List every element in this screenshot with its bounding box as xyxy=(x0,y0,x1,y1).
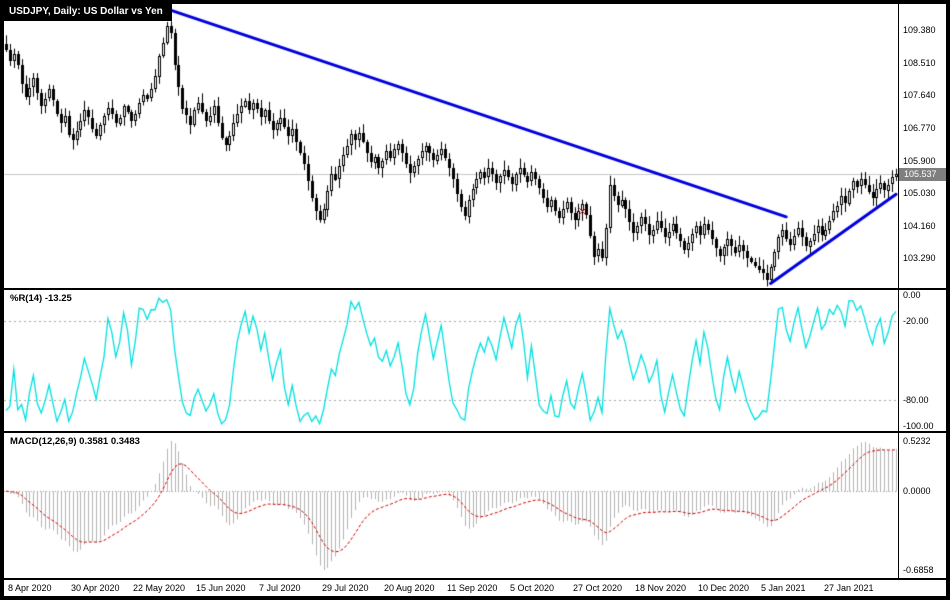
time-axis-label: 27 Jan 2021 xyxy=(824,583,874,593)
time-axis-label: 10 Dec 2020 xyxy=(698,583,750,593)
time-axis-label: 27 Oct 2020 xyxy=(573,583,623,593)
time-axis-label: 20 Aug 2020 xyxy=(384,583,435,593)
price-scale-separator xyxy=(898,4,899,578)
price-axis-label: 107.640 xyxy=(903,90,936,100)
time-axis-label: 18 Nov 2020 xyxy=(635,583,687,593)
time-axis-label: 30 Apr 2020 xyxy=(71,583,120,593)
price-axis-label: 106.770 xyxy=(903,123,936,133)
price-axis-label: 108.510 xyxy=(903,58,936,68)
wpr-axis-label: -20.00 xyxy=(903,316,929,326)
wpr-axis-label: -80.00 xyxy=(903,395,929,405)
time-axis-label: 5 Jan 2021 xyxy=(761,583,806,593)
time-axis-label: 15 Jun 2020 xyxy=(196,583,246,593)
time-axis-label: 22 May 2020 xyxy=(133,583,186,593)
panel-separator[interactable] xyxy=(4,288,946,290)
wpr-indicator-canvas[interactable] xyxy=(4,290,898,431)
time-axis-label: 8 Apr 2020 xyxy=(8,583,52,593)
macd-indicator-label: MACD(12,26,9) 0.3581 0.3483 xyxy=(10,436,140,447)
current-price-badge: 105.537 xyxy=(899,168,946,181)
time-axis-label: 11 Sep 2020 xyxy=(447,583,498,593)
chart-area: USDJPY, Daily: US Dollar vs Yen %R(14) -… xyxy=(4,4,946,596)
candlestick-chart-canvas[interactable] xyxy=(4,4,898,288)
price-axis-label: 103.290 xyxy=(903,253,936,263)
wpr-indicator-label: %R(14) -13.25 xyxy=(10,293,72,304)
price-axis-label: 105.030 xyxy=(903,188,936,198)
macd-axis-label: 0.5232 xyxy=(903,436,931,446)
time-axis[interactable]: 8 Apr 2020 30 Apr 2020 22 May 2020 15 Jun 2… xyxy=(4,580,946,596)
price-axis-label: 104.160 xyxy=(903,221,936,231)
macd-indicator-canvas[interactable] xyxy=(4,433,898,578)
time-axis-label: 29 Jul 2020 xyxy=(322,583,369,593)
panel-separator xyxy=(4,578,946,580)
panel-separator[interactable] xyxy=(4,431,946,433)
wpr-axis-label: -100.00 xyxy=(903,421,934,431)
time-axis-label: 5 Oct 2020 xyxy=(510,583,555,593)
price-axis-label: 109.380 xyxy=(903,25,936,35)
macd-axis-label: 0.0000 xyxy=(903,486,931,496)
time-axis-label: 7 Jul 2020 xyxy=(259,583,301,593)
macd-axis-label: -0.6858 xyxy=(903,565,934,575)
chart-title: USDJPY, Daily: US Dollar vs Yen xyxy=(4,4,172,21)
wpr-axis-label: 0.00 xyxy=(903,290,921,300)
price-axis-label: 105.900 xyxy=(903,156,936,166)
